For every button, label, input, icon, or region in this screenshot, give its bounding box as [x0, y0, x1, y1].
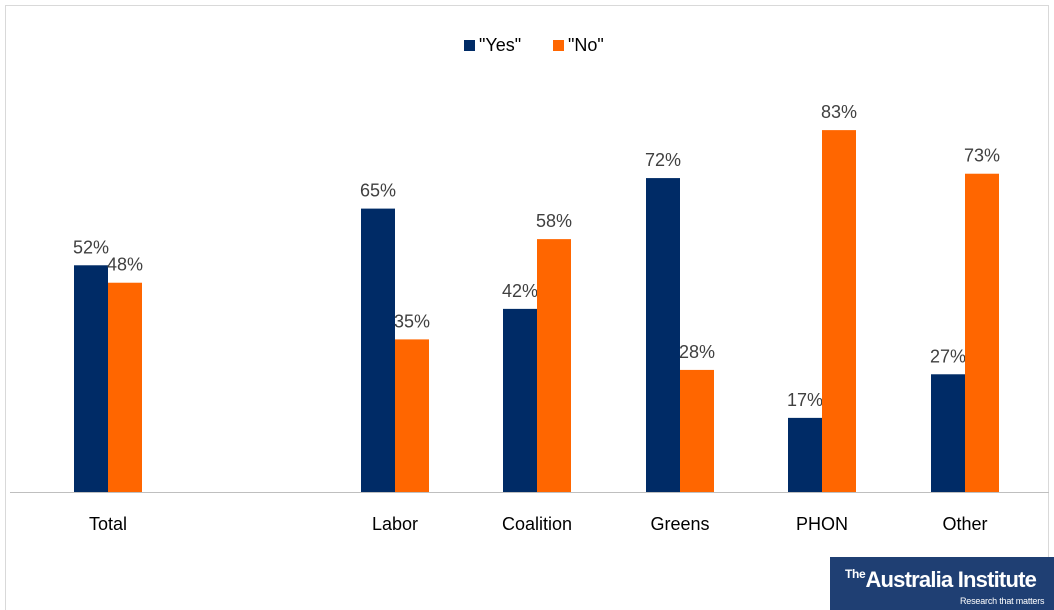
bar-no-total — [108, 282, 142, 492]
data-label-yes-labor: 65% — [360, 181, 396, 201]
data-label-yes-total: 52% — [73, 237, 109, 257]
data-label-no-total: 48% — [107, 255, 143, 275]
category-label-total: Total — [89, 514, 127, 534]
category-label-other: Other — [942, 514, 987, 534]
data-label-yes-coalition: 42% — [502, 281, 538, 301]
data-label-yes-greens: 72% — [645, 150, 681, 170]
legend-label-yes: "Yes" — [479, 35, 521, 55]
chart-frame — [5, 5, 1049, 610]
bar-no-labor — [395, 339, 429, 492]
australia-institute-logo: TheAustralia Institute Research that mat… — [830, 557, 1054, 610]
bar-yes-labor — [361, 208, 395, 492]
bar-yes-greens — [646, 178, 680, 492]
data-label-no-greens: 28% — [679, 342, 715, 362]
category-label-labor: Labor — [372, 514, 418, 534]
bar-no-coalition — [537, 239, 571, 492]
data-label-no-labor: 35% — [394, 311, 430, 331]
data-label-no-phon: 83% — [821, 102, 857, 122]
logo-wordmark: TheAustralia Institute — [845, 567, 1037, 593]
data-label-no-other: 73% — [964, 146, 1000, 166]
bar-yes-other — [931, 374, 965, 492]
bar-no-phon — [822, 130, 856, 492]
category-label-phon: PHON — [796, 514, 848, 534]
bar-no-other — [965, 173, 999, 492]
logo-tagline: Research that matters — [960, 596, 1045, 606]
bar-yes-coalition — [503, 308, 537, 492]
bar-yes-total — [74, 265, 108, 492]
legend-label-no: "No" — [568, 35, 604, 55]
bar-no-greens — [680, 369, 714, 492]
data-label-yes-phon: 17% — [787, 390, 823, 410]
logo-prefix: The — [845, 567, 866, 581]
category-label-coalition: Coalition — [502, 514, 572, 534]
data-label-no-coalition: 58% — [536, 211, 572, 231]
data-label-yes-other: 27% — [930, 346, 966, 366]
logo-name: Australia Institute — [865, 567, 1037, 592]
legend-swatch-no — [553, 40, 564, 51]
legend-swatch-yes — [464, 40, 475, 51]
category-label-greens: Greens — [650, 514, 709, 534]
bar-yes-phon — [788, 417, 822, 492]
